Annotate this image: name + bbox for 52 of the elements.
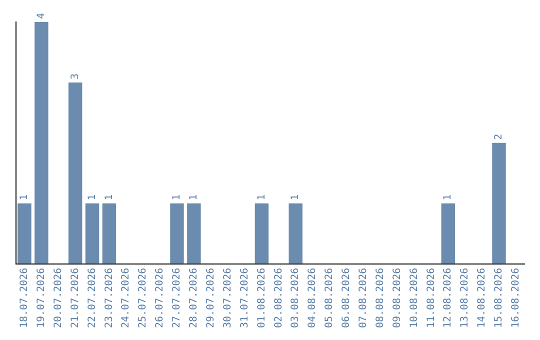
x-tick-label: 22.07.2026 — [86, 268, 98, 328]
bar — [68, 82, 82, 264]
x-tick-label: 24.07.2026 — [120, 268, 132, 328]
x-tick-label: 27.07.2026 — [172, 268, 183, 328]
x-tick-label: 13.08.2026 — [460, 268, 471, 328]
data-label: 1 — [86, 194, 98, 200]
x-tick-label: 07.08.2026 — [358, 268, 370, 328]
x-tick-label: 15.08.2026 — [494, 268, 505, 328]
x-tick-label: 19.07.2026 — [36, 268, 48, 328]
bar — [102, 203, 116, 264]
x-tick-label: 11.08.2026 — [426, 268, 437, 328]
bar — [170, 203, 184, 264]
x-tick-label: 08.08.2026 — [374, 268, 386, 328]
data-label: 1 — [104, 194, 115, 200]
x-tick-label: 06.08.2026 — [341, 268, 352, 328]
bar — [187, 203, 201, 264]
data-label: 1 — [172, 194, 183, 200]
x-tick-label: 31.07.2026 — [239, 268, 250, 328]
data-label: 4 — [36, 12, 48, 19]
x-tick-label: 23.07.2026 — [104, 268, 115, 328]
bar — [85, 203, 100, 264]
bar — [18, 203, 32, 264]
x-tick-label: 04.08.2026 — [307, 268, 318, 328]
x-tick-label: 01.08.2026 — [256, 268, 268, 328]
bar — [254, 203, 269, 264]
data-label: 1 — [19, 194, 30, 200]
data-label: 2 — [494, 134, 505, 140]
x-tick-label: 16.08.2026 — [510, 268, 522, 328]
data-label: 1 — [188, 194, 200, 200]
bar — [34, 22, 48, 264]
data-label: 1 — [256, 194, 268, 200]
data-label: 1 — [442, 194, 454, 200]
x-tick-label: 05.08.2026 — [324, 268, 336, 328]
x-tick-label: 10.08.2026 — [408, 268, 420, 328]
x-tick-label: 28.07.2026 — [188, 268, 200, 328]
x-tick-label: 12.08.2026 — [442, 268, 454, 328]
x-tick-label: 26.07.2026 — [154, 268, 166, 328]
x-tick-label: 02.08.2026 — [273, 268, 284, 328]
x-tick-label: 30.07.2026 — [222, 268, 234, 328]
x-tick-label: 03.08.2026 — [290, 268, 302, 328]
bar — [441, 203, 456, 264]
x-tick-label: 18.07.2026 — [19, 268, 30, 328]
bar — [288, 203, 302, 264]
x-tick-label: 20.07.2026 — [52, 268, 64, 328]
bar — [492, 142, 506, 264]
x-tick-label: 21.07.2026 — [70, 268, 81, 328]
x-tick-label: 25.07.2026 — [138, 268, 149, 328]
data-label: 3 — [70, 73, 81, 80]
x-tick-label: 09.08.2026 — [392, 268, 403, 328]
data-label: 1 — [290, 194, 302, 200]
x-tick-label: 14.08.2026 — [476, 268, 488, 328]
x-tick-label: 29.07.2026 — [205, 268, 216, 328]
